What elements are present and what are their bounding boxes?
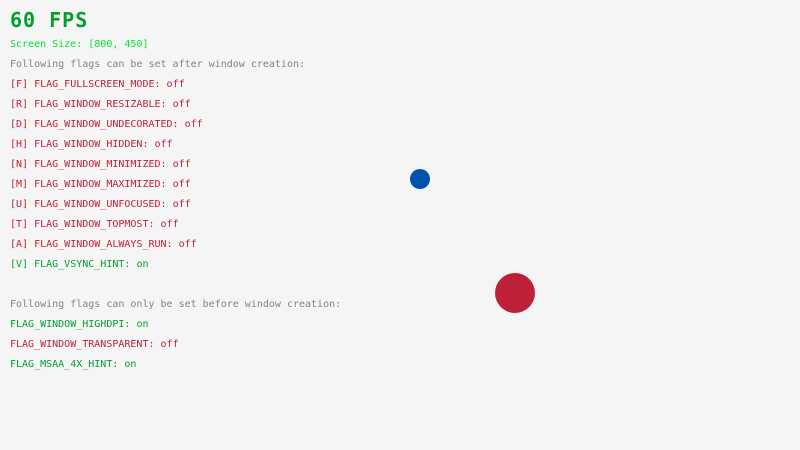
flag-row: FLAG_MSAA_4X_HINT: on [10,360,136,370]
screen-size-label: Screen Size: [800, 450] [10,39,149,50]
flag-row: [A] FLAG_WINDOW_ALWAYS_RUN: off [10,240,197,250]
flag-label: [R] FLAG_WINDOW_RESIZABLE: [10,99,167,110]
flag-value: off [166,79,185,90]
flag-label: FLAG_WINDOW_HIGHDPI: [10,319,131,330]
flag-row: [T] FLAG_WINDOW_TOPMOST: off [10,220,179,230]
flag-value: off [184,119,203,130]
flag-label: [V] FLAG_VSYNC_HINT: [10,259,131,270]
flag-row: FLAG_WINDOW_TRANSPARENT: off [10,340,179,350]
flag-row: [F] FLAG_FULLSCREEN_MODE: off [10,80,185,90]
flag-label: [T] FLAG_WINDOW_TOPMOST: [10,219,155,230]
flag-row: FLAG_WINDOW_HIGHDPI: on [10,320,149,330]
after-creation-header: Following flags can be set after window … [10,59,306,70]
flag-value: off [172,99,191,110]
flag-value: off [160,219,179,230]
flag-label: [N] FLAG_WINDOW_MINIMIZED: [10,159,167,170]
flag-label: FLAG_MSAA_4X_HINT: [10,359,119,370]
flag-value: off [178,239,197,250]
flag-label: [M] FLAG_WINDOW_MAXIMIZED: [10,179,167,190]
flag-value: off [160,339,179,350]
flag-row: [N] FLAG_WINDOW_MINIMIZED: off [10,160,191,170]
flag-value: off [154,139,173,150]
flag-value: off [172,199,191,210]
flag-value: off [172,179,191,190]
fps-counter: 60 FPS [10,8,89,32]
flag-label: [U] FLAG_WINDOW_UNFOCUSED: [10,199,167,210]
flag-value: on [136,259,149,270]
flag-value: on [124,359,137,370]
flag-row: [R] FLAG_WINDOW_RESIZABLE: off [10,100,191,110]
flag-value: off [172,159,191,170]
flag-row: [H] FLAG_WINDOW_HIDDEN: off [10,140,173,150]
flag-row: [V] FLAG_VSYNC_HINT: on [10,260,149,270]
flag-label: [H] FLAG_WINDOW_HIDDEN: [10,139,149,150]
flag-row: [U] FLAG_WINDOW_UNFOCUSED: off [10,200,191,210]
before-creation-header: Following flags can only be set before w… [10,299,342,310]
flag-row: [D] FLAG_WINDOW_UNDECORATED: off [10,120,203,130]
small-bouncing-ball [410,169,430,189]
flag-label: [F] FLAG_FULLSCREEN_MODE: [10,79,161,90]
flag-label: FLAG_WINDOW_TRANSPARENT: [10,339,155,350]
large-bouncing-ball [495,273,535,313]
flag-row: [M] FLAG_WINDOW_MAXIMIZED: off [10,180,191,190]
flag-label: [D] FLAG_WINDOW_UNDECORATED: [10,119,179,130]
flag-label: [A] FLAG_WINDOW_ALWAYS_RUN: [10,239,173,250]
flag-value: on [136,319,149,330]
